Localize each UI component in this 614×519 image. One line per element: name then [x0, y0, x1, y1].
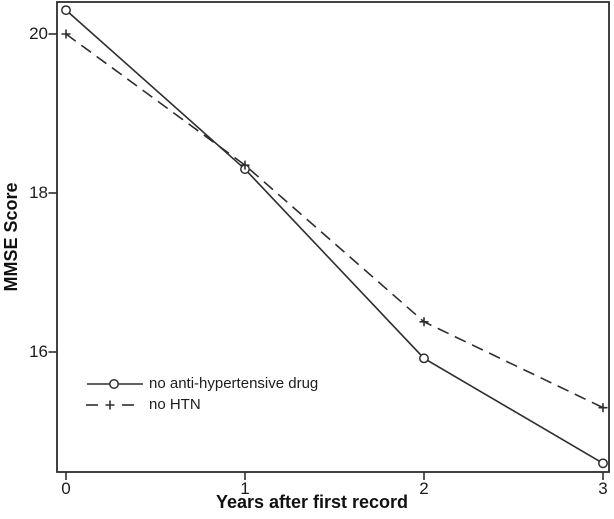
series-line-1	[65, 33, 604, 409]
series-1-marker	[240, 160, 250, 170]
x-tick-label-1: 1	[240, 479, 250, 498]
x-axis-title: Years after first record	[215, 492, 409, 512]
y-tick-label-20: 20	[29, 24, 48, 43]
legend-plus-marker	[105, 400, 115, 410]
x-tick-label-3: 3	[598, 479, 608, 498]
legend-circle-marker	[109, 379, 119, 389]
x-tick-label-2: 2	[419, 479, 429, 498]
y-tick-label-16: 16	[29, 342, 48, 361]
series-1-marker	[61, 29, 71, 39]
legend-label-no-anti-hypertensive-drug: no anti-hypertensive drug	[149, 375, 319, 392]
series-0-marker	[598, 458, 608, 469]
y-tick-label-18: 18	[29, 183, 48, 202]
x-tick-label-0: 0	[61, 479, 71, 498]
series-line-0	[65, 9, 604, 464]
y-axis-title: MMSE Score	[1, 182, 21, 292]
series-1-marker	[419, 317, 429, 327]
plot-frame	[56, 1, 610, 473]
legend-label-no-htn: no HTN	[149, 396, 201, 413]
series-0-marker	[419, 353, 429, 364]
series-0-marker	[61, 5, 71, 16]
series-1-marker	[598, 403, 608, 413]
